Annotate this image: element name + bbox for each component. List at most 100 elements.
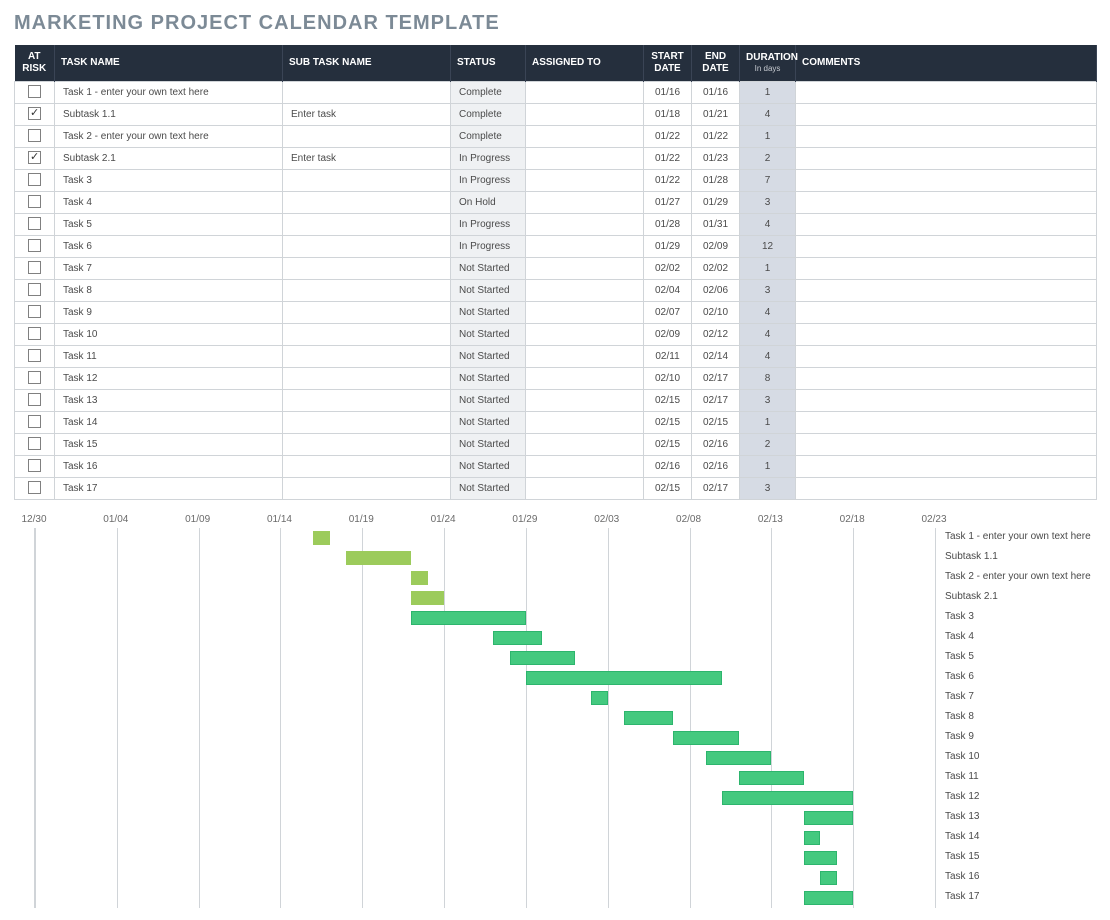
gantt-bar[interactable] <box>706 751 771 765</box>
cell-sub_task[interactable] <box>283 214 451 236</box>
cell-start[interactable]: 01/29 <box>644 236 692 258</box>
cell-start[interactable]: 01/22 <box>644 126 692 148</box>
cell-duration[interactable]: 2 <box>740 434 796 456</box>
cell-assigned[interactable] <box>526 302 644 324</box>
cell-assigned[interactable] <box>526 346 644 368</box>
cell-at_risk[interactable] <box>15 104 55 126</box>
cell-assigned[interactable] <box>526 412 644 434</box>
cell-status[interactable]: Not Started <box>451 478 526 500</box>
cell-status[interactable]: Not Started <box>451 302 526 324</box>
cell-status[interactable]: Complete <box>451 82 526 104</box>
cell-duration[interactable]: 7 <box>740 170 796 192</box>
cell-duration[interactable]: 4 <box>740 214 796 236</box>
cell-duration[interactable]: 4 <box>740 104 796 126</box>
cell-comments[interactable] <box>796 126 1097 148</box>
cell-status[interactable]: Not Started <box>451 324 526 346</box>
cell-duration[interactable]: 3 <box>740 280 796 302</box>
at-risk-checkbox[interactable] <box>28 173 41 186</box>
cell-start[interactable]: 01/18 <box>644 104 692 126</box>
cell-start[interactable]: 02/15 <box>644 434 692 456</box>
cell-sub_task[interactable] <box>283 258 451 280</box>
cell-status[interactable]: Not Started <box>451 368 526 390</box>
cell-start[interactable]: 02/09 <box>644 324 692 346</box>
cell-status[interactable]: On Hold <box>451 192 526 214</box>
cell-task_name[interactable]: Task 13 <box>55 390 283 412</box>
cell-sub_task[interactable]: Enter task <box>283 104 451 126</box>
gantt-bar[interactable] <box>804 831 820 845</box>
cell-at_risk[interactable] <box>15 258 55 280</box>
cell-end[interactable]: 02/09 <box>692 236 740 258</box>
cell-at_risk[interactable] <box>15 236 55 258</box>
cell-sub_task[interactable] <box>283 192 451 214</box>
cell-at_risk[interactable] <box>15 456 55 478</box>
cell-sub_task[interactable]: Enter task <box>283 148 451 170</box>
cell-duration[interactable]: 2 <box>740 148 796 170</box>
gantt-bar[interactable] <box>526 671 722 685</box>
cell-sub_task[interactable] <box>283 368 451 390</box>
gantt-bar[interactable] <box>411 591 444 605</box>
cell-sub_task[interactable] <box>283 170 451 192</box>
at-risk-checkbox[interactable] <box>28 349 41 362</box>
cell-sub_task[interactable] <box>283 456 451 478</box>
cell-end[interactable]: 01/28 <box>692 170 740 192</box>
gantt-bar[interactable] <box>493 631 542 645</box>
cell-task_name[interactable]: Task 7 <box>55 258 283 280</box>
at-risk-checkbox[interactable] <box>28 107 41 120</box>
cell-sub_task[interactable] <box>283 390 451 412</box>
cell-assigned[interactable] <box>526 148 644 170</box>
at-risk-checkbox[interactable] <box>28 481 41 494</box>
cell-comments[interactable] <box>796 192 1097 214</box>
cell-start[interactable]: 02/02 <box>644 258 692 280</box>
cell-comments[interactable] <box>796 170 1097 192</box>
cell-comments[interactable] <box>796 324 1097 346</box>
cell-end[interactable]: 02/12 <box>692 324 740 346</box>
cell-at_risk[interactable] <box>15 214 55 236</box>
cell-end[interactable]: 02/17 <box>692 478 740 500</box>
cell-assigned[interactable] <box>526 368 644 390</box>
cell-end[interactable]: 01/21 <box>692 104 740 126</box>
cell-comments[interactable] <box>796 258 1097 280</box>
cell-duration[interactable]: 3 <box>740 478 796 500</box>
cell-sub_task[interactable] <box>283 346 451 368</box>
cell-status[interactable]: Complete <box>451 104 526 126</box>
cell-task_name[interactable]: Task 8 <box>55 280 283 302</box>
cell-comments[interactable] <box>796 434 1097 456</box>
gantt-bar[interactable] <box>510 651 575 665</box>
at-risk-checkbox[interactable] <box>28 129 41 142</box>
at-risk-checkbox[interactable] <box>28 85 41 98</box>
cell-task_name[interactable]: Task 6 <box>55 236 283 258</box>
cell-at_risk[interactable] <box>15 82 55 104</box>
cell-start[interactable]: 01/22 <box>644 148 692 170</box>
cell-sub_task[interactable] <box>283 82 451 104</box>
cell-duration[interactable]: 3 <box>740 390 796 412</box>
cell-assigned[interactable] <box>526 434 644 456</box>
cell-duration[interactable]: 1 <box>740 258 796 280</box>
cell-duration[interactable]: 3 <box>740 192 796 214</box>
at-risk-checkbox[interactable] <box>28 283 41 296</box>
cell-task_name[interactable]: Task 1 - enter your own text here <box>55 82 283 104</box>
at-risk-checkbox[interactable] <box>28 195 41 208</box>
cell-end[interactable]: 02/10 <box>692 302 740 324</box>
cell-task_name[interactable]: Task 12 <box>55 368 283 390</box>
gantt-bar[interactable] <box>411 611 526 625</box>
cell-assigned[interactable] <box>526 280 644 302</box>
cell-at_risk[interactable] <box>15 170 55 192</box>
cell-status[interactable]: In Progress <box>451 148 526 170</box>
cell-at_risk[interactable] <box>15 478 55 500</box>
cell-task_name[interactable]: Task 5 <box>55 214 283 236</box>
cell-task_name[interactable]: Task 9 <box>55 302 283 324</box>
cell-task_name[interactable]: Task 15 <box>55 434 283 456</box>
cell-start[interactable]: 02/11 <box>644 346 692 368</box>
cell-assigned[interactable] <box>526 192 644 214</box>
cell-at_risk[interactable] <box>15 390 55 412</box>
cell-at_risk[interactable] <box>15 434 55 456</box>
cell-comments[interactable] <box>796 456 1097 478</box>
at-risk-checkbox[interactable] <box>28 327 41 340</box>
gantt-bar[interactable] <box>313 531 329 545</box>
cell-comments[interactable] <box>796 390 1097 412</box>
cell-status[interactable]: Not Started <box>451 456 526 478</box>
cell-status[interactable]: Not Started <box>451 280 526 302</box>
cell-end[interactable]: 02/15 <box>692 412 740 434</box>
cell-assigned[interactable] <box>526 82 644 104</box>
cell-start[interactable]: 02/07 <box>644 302 692 324</box>
